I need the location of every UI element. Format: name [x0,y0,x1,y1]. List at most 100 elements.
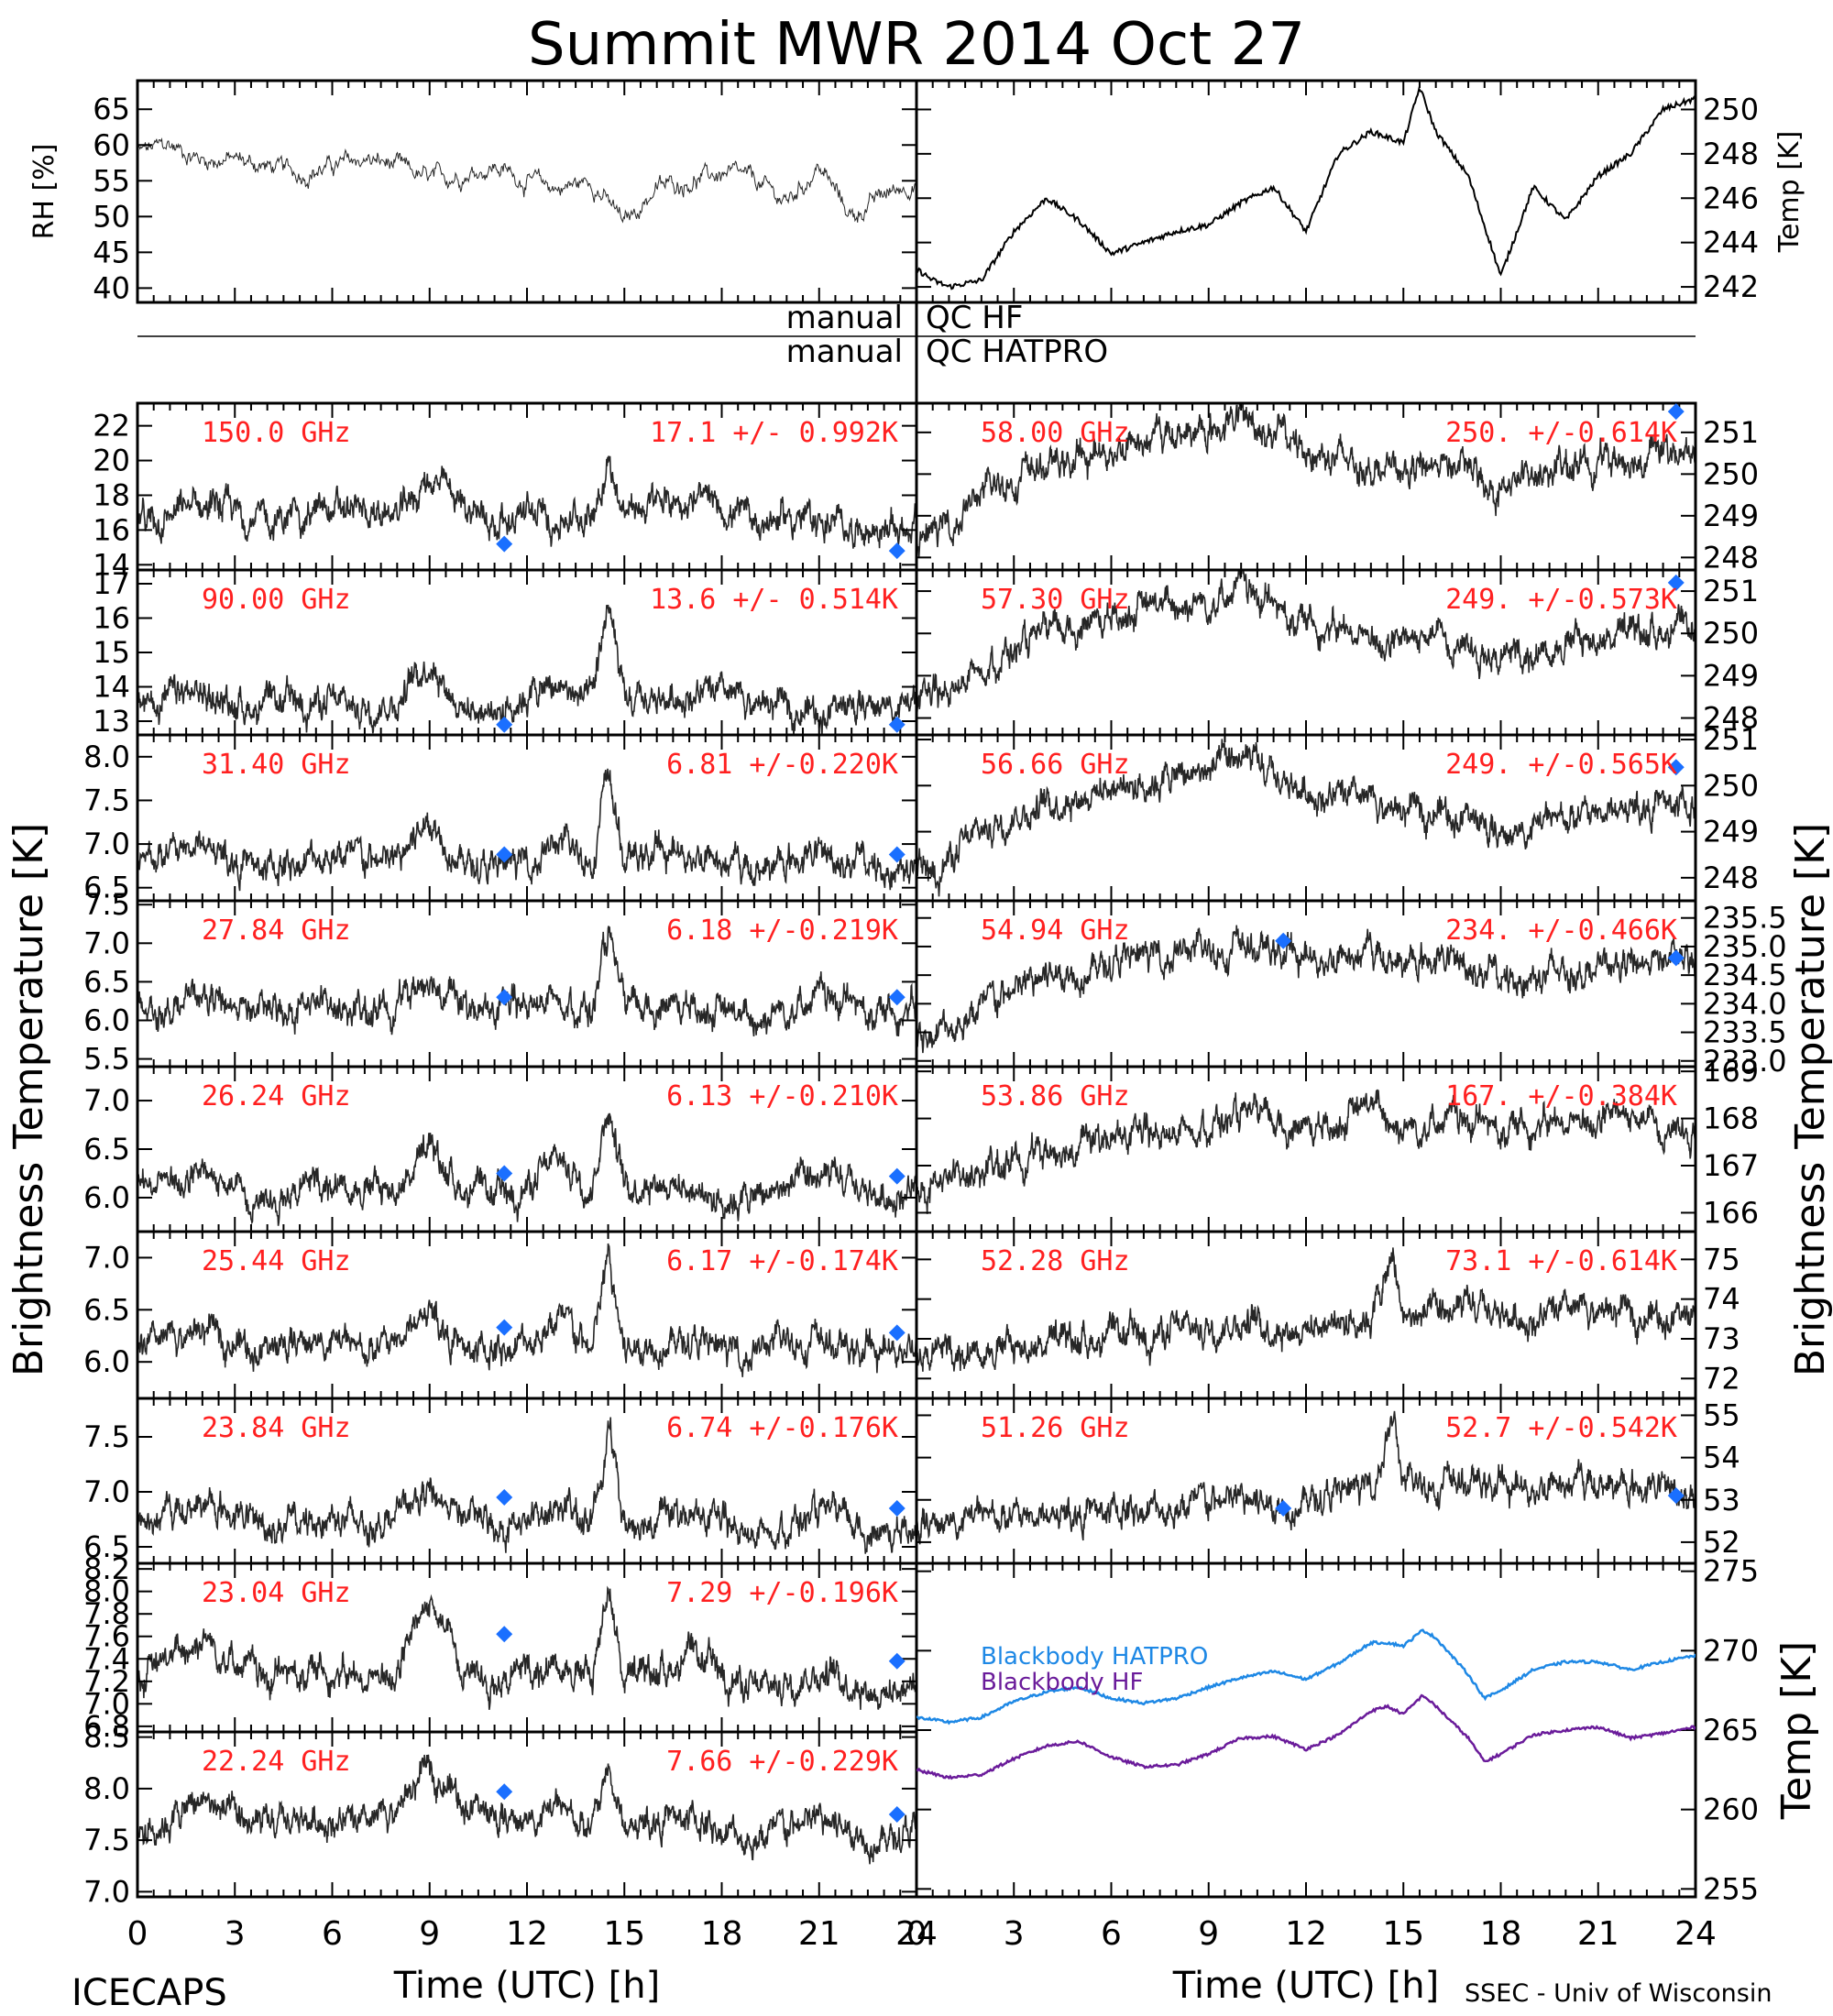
data-layer [916,86,1696,290]
y-tick-label: 248 [1703,860,1759,895]
sounding-point [496,1783,513,1801]
y-tick-label: 73 [1703,1321,1740,1356]
x-tick-label: 9 [1198,1915,1219,1953]
stat-label: 73.1 +/-0.614K [1445,1245,1677,1277]
series-trace [137,137,916,224]
channel-label: 51.26 GHz [981,1412,1130,1444]
data-layer [137,455,916,549]
y-tick-label: 74 [1703,1282,1740,1317]
x-tick-label: 18 [701,1915,743,1953]
chart-panel-hf-56.66: 248 249 250 251 56.66 GHz 249. +/-0.565K [915,722,1759,903]
chart-panel-hatpro-31: 6.5 7.0 7.5 8.0 31.40 GHz 6.81 +/-0.220K [83,733,918,905]
x-tick-label: 24 [1674,1915,1717,1953]
y-tick-label: 54 [1703,1441,1740,1475]
sounding-point [496,1319,513,1336]
channel-label: 26.24 GHz [202,1080,351,1112]
stat-label: 6.17 +/-0.174K [666,1245,898,1277]
channel-label: 53.86 GHz [981,1080,1130,1112]
x-tick-label: 15 [1382,1915,1424,1953]
y-tick-label: 244 [1703,225,1759,260]
channel-label: 57.30 GHz [981,584,1130,616]
y-tick-label: 249 [1703,499,1759,533]
series-line-blackbody-hf [916,1693,1696,1780]
sounding-point [496,535,513,553]
x-tick-label: 24 [895,1915,938,1953]
sounding-point [888,1806,906,1823]
y-tick-label: 7.2 [83,1664,130,1699]
stat-label: 250. +/-0.614K [1445,417,1677,449]
channel-label: 23.84 GHz [202,1412,351,1444]
series-trace [137,1112,916,1226]
y-tick-label: 7.0 [83,1240,130,1275]
y-tick-label: 7.0 [83,827,130,861]
y-tick-label: 235.0 [1703,929,1787,964]
y-tick-label: 20 [93,444,130,478]
channel-label: 150.0 GHz [202,417,351,449]
chart-panel-hatpro-22.24: 7.0 7.5 8.0 8.5 22.24 GHz 7.66 +/-0.229K [83,1720,918,1909]
y-tick-label: 255 [1703,1871,1759,1906]
chart-panel-hatpro-27: 5.5 6.0 6.5 7.0 7.5 27.84 GHz 6.18 +/-0.219K [83,887,918,1077]
qc-label-right-1: QC HF [926,300,1023,336]
y-tick-label: 16 [93,512,130,547]
y-tick-label: 7.5 [83,887,130,922]
channel-label: 27.84 GHz [202,915,351,947]
chart-panel-blackbody: 255 260 265 270 275 Temp [K] Blackbody HATPROB… [915,1554,1820,1906]
y-tick-label: 75 [1703,1242,1740,1276]
chart-panel-hatpro-23.84: 6.5 7.0 7.5 23.84 GHz 6.74 +/-0.176K [83,1397,918,1565]
x-tick-label: 21 [798,1915,840,1953]
qc-label-left-2: manual [786,334,903,370]
y-tick-label: 52 [1703,1525,1740,1560]
y-tick-label: 7.6 [83,1619,130,1654]
stat-label: 6.18 +/-0.219K [666,915,898,947]
y-tick-label: 22 [93,409,130,444]
y-tick-label: 234.5 [1703,958,1787,992]
y-tick-label: 55 [93,163,130,198]
data-layer [916,570,1696,715]
y-tick-label: 7.0 [83,1874,130,1909]
series-trace [137,604,916,735]
channel-label: 54.94 GHz [981,915,1130,947]
series-trace [916,570,1696,715]
series-trace [916,1247,1696,1372]
sounding-point [888,1167,906,1185]
y-tick-label: 60 [93,127,130,162]
sounding-point [888,1652,906,1670]
x-tick-label: 0 [127,1915,148,1953]
channel-label: 23.04 GHz [202,1577,351,1609]
sounding-point [1275,1500,1292,1517]
sounding-point [496,1489,513,1506]
series-trace [137,1754,916,1865]
y-tick-label: 40 [93,270,130,305]
chart-panel-hatpro-26: 6.0 6.5 7.0 26.24 GHz 6.13 +/-0.210K [83,1065,918,1233]
y-tick-label: 6.5 [83,1132,130,1167]
series-trace [137,926,916,1037]
y-tick-label: 50 [93,199,130,234]
x-tick-label: 6 [1101,1915,1122,1953]
data-layer [137,1754,916,1865]
x-axis-label-right: Time (UTC) [h] [1172,1965,1439,2007]
chart-panel-hf-51.26: 52 53 54 55 51.26 GHz 52.7 +/-0.542K [915,1397,1740,1565]
footer-right: SSEC - Univ of Wisconsin [1465,1979,1772,2008]
y-tick-label: 6.0 [83,1003,130,1037]
stat-label: 249. +/-0.573K [1445,584,1677,616]
y-tick-label: 233.5 [1703,1015,1787,1050]
y-tick-label: 6.0 [83,1344,130,1379]
sounding-point [1667,1487,1685,1505]
y-tick-label: 251 [1703,415,1759,450]
panel-ylabel: RH [%] [28,144,60,240]
series-trace [137,1417,916,1554]
data-layer [916,1628,1696,1780]
y-tick-label: 8.0 [83,1574,130,1609]
chart-panel-hatpro-23.04: 6.87.07.27.47.67.88.08.2 23.04 GHz 7.29 +/… [83,1551,918,1744]
y-tick-label: 6.5 [83,1529,130,1564]
y-tick-label: 8.0 [83,740,130,774]
y-tick-label: 250 [1703,616,1759,651]
y-tick-label: 7.5 [83,1823,130,1857]
y-tick-label: 234.0 [1703,986,1787,1021]
right-ylabel: Brightness Temperature [K] [1787,823,1833,1376]
y-tick-label: 249 [1703,815,1759,849]
data-layer [137,1417,916,1554]
y-tick-label: 270 [1703,1633,1759,1668]
series-trace [137,1243,916,1377]
